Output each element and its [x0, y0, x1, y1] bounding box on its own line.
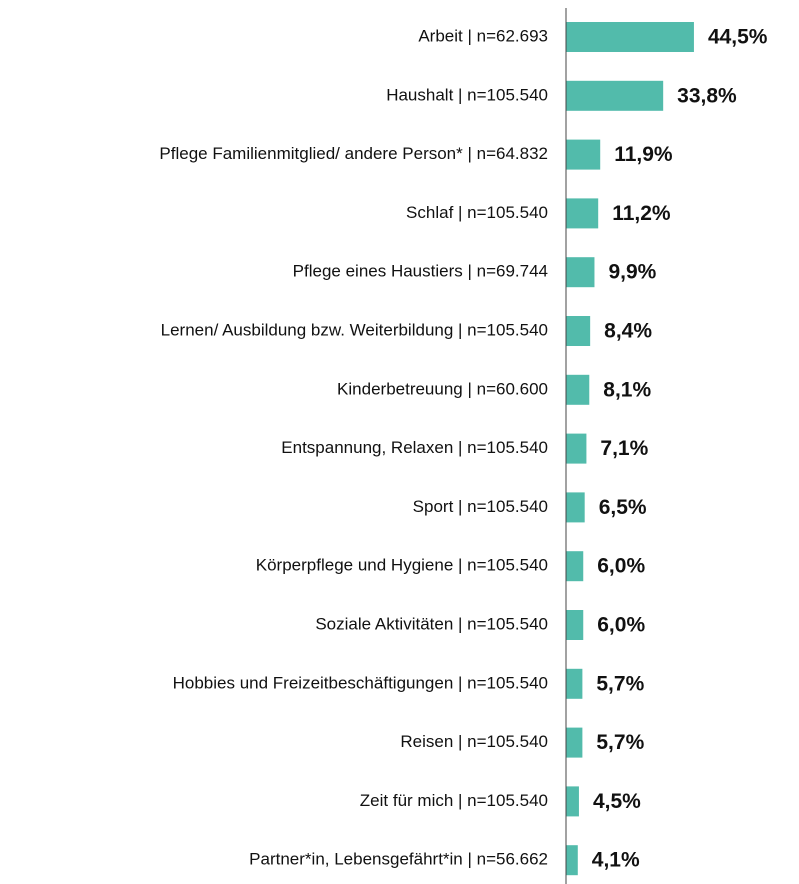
- value-label: 6,5%: [599, 496, 647, 519]
- bar: [566, 492, 585, 523]
- value-label: 5,7%: [596, 672, 644, 695]
- category-label: Partner*in, Lebensgefährt*in | n=56.662: [249, 850, 548, 869]
- value-label: 11,9%: [614, 143, 673, 166]
- category-label: Körperpflege und Hygiene | n=105.540: [256, 556, 548, 575]
- value-label: 7,1%: [600, 437, 648, 460]
- value-label: 9,9%: [608, 261, 656, 284]
- bar: [566, 551, 584, 582]
- bar: [566, 668, 583, 699]
- bar: [566, 374, 590, 405]
- bar: [566, 257, 595, 288]
- category-label: Pflege eines Haustiers | n=69.744: [293, 262, 548, 281]
- bar: [566, 433, 587, 464]
- category-label: Schlaf | n=105.540: [406, 203, 548, 222]
- value-label: 8,4%: [604, 320, 652, 343]
- category-label: Entspannung, Relaxen | n=105.540: [281, 438, 548, 457]
- bar: [566, 727, 583, 758]
- category-label: Pflege Familienmitglied/ andere Person* …: [159, 144, 548, 163]
- category-label: Zeit für mich | n=105.540: [360, 791, 548, 810]
- category-label: Soziale Aktivitäten | n=105.540: [315, 614, 548, 633]
- bar: [566, 139, 601, 170]
- category-label: Sport | n=105.540: [413, 497, 548, 516]
- category-label: Kinderbetreuung | n=60.600: [337, 379, 548, 398]
- value-label: 6,0%: [597, 614, 645, 637]
- category-label: Lernen/ Ausbildung bzw. Weiterbildung | …: [161, 320, 548, 339]
- bar: [566, 316, 591, 346]
- value-label: 6,0%: [597, 555, 645, 578]
- bar: [566, 610, 584, 640]
- category-label: Reisen | n=105.540: [400, 732, 548, 751]
- value-label: 4,5%: [593, 790, 641, 813]
- category-label: Arbeit | n=62.693: [418, 26, 548, 45]
- bar: [566, 22, 694, 52]
- category-label: Haushalt | n=105.540: [386, 85, 548, 104]
- bar: [566, 198, 599, 229]
- value-label: 33,8%: [677, 84, 737, 107]
- bar: [566, 845, 578, 876]
- value-label: 4,1%: [592, 849, 640, 872]
- bar: [566, 80, 664, 111]
- value-label: 44,5%: [708, 26, 768, 49]
- value-label: 11,2%: [612, 202, 671, 225]
- value-label: 8,1%: [603, 378, 651, 401]
- bar: [566, 786, 579, 817]
- category-label: Hobbies und Freizeitbeschäftigungen | n=…: [173, 673, 548, 692]
- value-label: 5,7%: [596, 731, 644, 754]
